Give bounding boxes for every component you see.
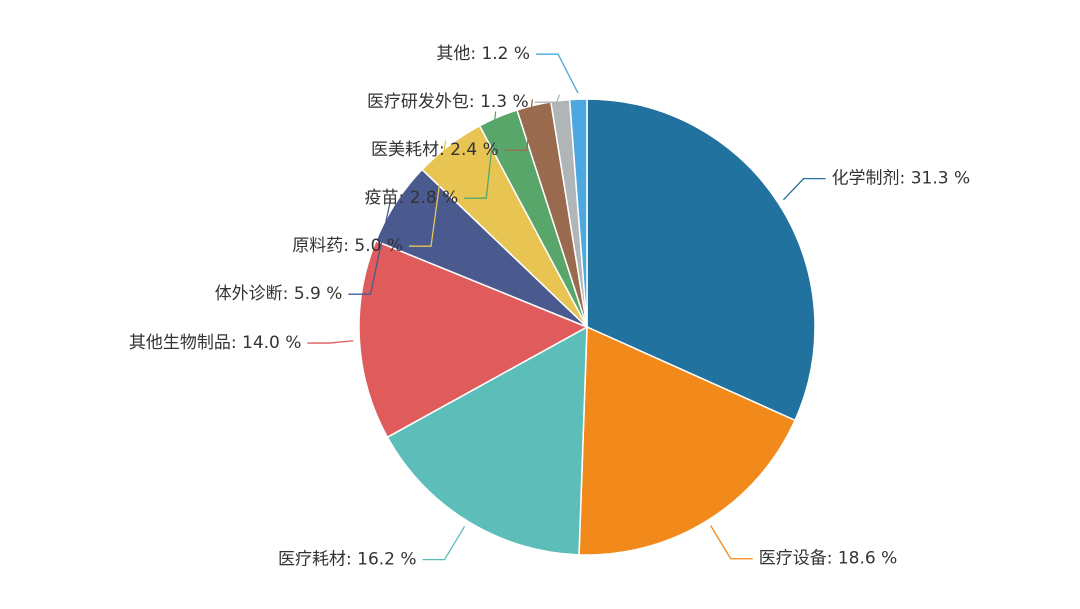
data-label: 医疗研发外包: 1.3 % (367, 92, 529, 112)
leader-line (348, 199, 392, 295)
pie-slice (568, 98, 588, 328)
data-label: 医疗耗材: 16.2 % (278, 550, 417, 570)
leader-line (409, 140, 447, 247)
pie-slice (586, 98, 816, 422)
data-label: 医美耗材: 2.4 % (371, 140, 499, 160)
data-label: 其他: 1.2 % (436, 44, 530, 64)
data-label: 医疗设备: 18.6 % (759, 549, 898, 569)
data-label: 疫苗: 2.8 % (365, 188, 459, 208)
leader-line (464, 111, 497, 199)
leader-line (534, 94, 561, 103)
pie-slice (578, 325, 797, 556)
leader-line (782, 177, 826, 201)
data-label: 化学制剂: 31.3 % (832, 169, 971, 189)
leader-line (536, 53, 579, 94)
pie-slice (358, 240, 589, 439)
leader-line (710, 525, 753, 560)
data-label: 体外诊断: 5.9 % (215, 284, 343, 304)
data-label: 其他生物制品: 14.0 % (129, 333, 302, 353)
leader-line (504, 99, 534, 151)
leader-line (422, 526, 466, 561)
leader-line (307, 340, 354, 344)
data-label: 原料药: 5.0 % (292, 236, 403, 256)
pie-slice (386, 325, 588, 556)
